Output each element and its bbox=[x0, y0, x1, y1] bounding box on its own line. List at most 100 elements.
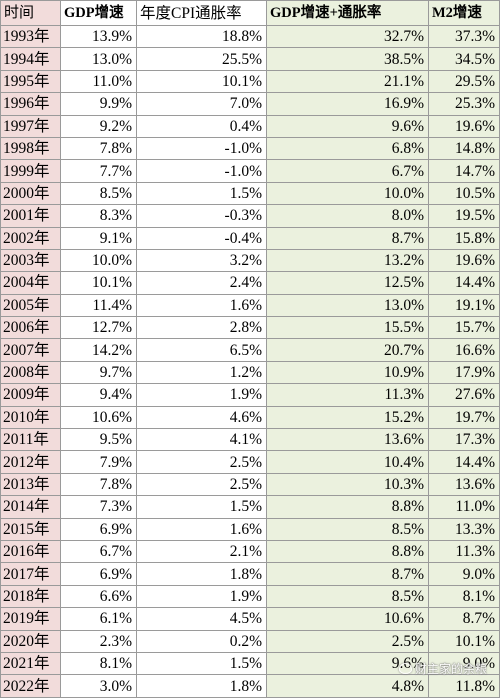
cell-gdp-growth: 9.9% bbox=[60, 92, 137, 116]
table-row: 2003年 10.0% 3.2% 13.2% 19.6% bbox=[0, 248, 500, 273]
cell-gdp-plus-inflation: 20.7% bbox=[266, 338, 429, 362]
table-body: 1993年 13.9% 18.8% 32.7% 37.3% 1994年 13.0% 25.5%… bbox=[0, 24, 500, 698]
cell-m2-growth: 25.3% bbox=[428, 92, 500, 116]
cell-cpi-inflation: -0.4% bbox=[136, 226, 267, 250]
cell-gdp-plus-inflation: 13.6% bbox=[266, 428, 429, 452]
cell-gdp-plus-inflation: 13.0% bbox=[266, 293, 429, 318]
cell-gdp-growth: 9.2% bbox=[60, 114, 137, 138]
table-row: 2001年 8.3% -0.3% 8.0% 19.5% bbox=[0, 204, 500, 228]
cell-gdp-plus-inflation: 10.9% bbox=[266, 360, 429, 385]
cell-gdp-growth: 7.9% bbox=[60, 450, 137, 474]
cell-gdp-growth: 8.5% bbox=[60, 181, 137, 206]
cell-gdp-growth: 10.6% bbox=[60, 405, 137, 430]
cell-gdp-plus-inflation: 8.5% bbox=[266, 584, 429, 609]
cell-gdp-growth: 6.7% bbox=[60, 539, 137, 564]
cell-gdp-plus-inflation: 11.3% bbox=[266, 383, 429, 407]
cell-m2-growth: 11.0% bbox=[428, 495, 500, 519]
cell-gdp-growth: 12.7% bbox=[60, 316, 137, 340]
cell-cpi-inflation: -1.0% bbox=[136, 136, 267, 161]
cell-cpi-inflation: 1.8% bbox=[136, 562, 267, 586]
cell-gdp-plus-inflation: 6.8% bbox=[266, 136, 429, 161]
cell-year: 1996年 bbox=[0, 92, 61, 116]
cell-m2-growth: 27.6% bbox=[428, 383, 500, 407]
cell-cpi-inflation: 1.2% bbox=[136, 360, 267, 385]
cell-gdp-plus-inflation: 32.7% bbox=[266, 24, 429, 49]
cell-gdp-plus-inflation: 21.1% bbox=[266, 69, 429, 94]
cell-year: 1999年 bbox=[0, 159, 61, 183]
cell-m2-growth: 19.7% bbox=[428, 405, 500, 430]
table-row: 2011年 9.5% 4.1% 13.6% 17.3% bbox=[0, 428, 500, 452]
cell-year: 2008年 bbox=[0, 360, 61, 385]
cell-year: 2016年 bbox=[0, 539, 61, 564]
cell-year: 2013年 bbox=[0, 472, 61, 497]
cell-m2-growth: 19.1% bbox=[428, 293, 500, 318]
cell-cpi-inflation: 3.2% bbox=[136, 248, 267, 273]
cell-gdp-plus-inflation: 16.9% bbox=[266, 92, 429, 116]
cell-cpi-inflation: 1.5% bbox=[136, 181, 267, 206]
table-row: 1993年 13.9% 18.8% 32.7% 37.3% bbox=[0, 24, 500, 49]
cell-m2-growth: 13.6% bbox=[428, 472, 500, 497]
cell-gdp-growth: 11.0% bbox=[60, 69, 137, 94]
cell-year: 1994年 bbox=[0, 47, 61, 71]
table-row: 2022年 3.0% 1.8% 4.8% 11.8% bbox=[0, 674, 500, 698]
table-row: 1994年 13.0% 25.5% 38.5% 34.5% bbox=[0, 47, 500, 71]
cell-gdp-plus-inflation: 38.5% bbox=[266, 47, 429, 71]
cell-gdp-growth: 3.0% bbox=[60, 674, 137, 698]
table-row: 2012年 7.9% 2.5% 10.4% 14.4% bbox=[0, 450, 500, 474]
cell-cpi-inflation: 1.6% bbox=[136, 517, 267, 541]
cell-cpi-inflation: 18.8% bbox=[136, 24, 267, 49]
cell-gdp-plus-inflation: 10.4% bbox=[266, 450, 429, 474]
cell-year: 2002年 bbox=[0, 226, 61, 250]
cell-gdp-growth: 10.0% bbox=[60, 248, 137, 273]
cell-m2-growth: 8.7% bbox=[428, 607, 500, 631]
cell-gdp-growth: 2.3% bbox=[60, 629, 137, 653]
cell-year: 2000年 bbox=[0, 181, 61, 206]
cell-gdp-plus-inflation: 9.6% bbox=[266, 114, 429, 138]
cell-year: 2001年 bbox=[0, 204, 61, 228]
cell-gdp-growth: 6.9% bbox=[60, 517, 137, 541]
cell-m2-growth: 11.8% bbox=[428, 674, 500, 698]
cell-gdp-growth: 9.7% bbox=[60, 360, 137, 385]
cell-m2-growth: 14.8% bbox=[428, 136, 500, 161]
table-row: 1998年 7.8% -1.0% 6.8% 14.8% bbox=[0, 136, 500, 161]
cell-m2-growth: 17.3% bbox=[428, 428, 500, 452]
cell-m2-growth: 14.4% bbox=[428, 271, 500, 295]
cell-cpi-inflation: 4.6% bbox=[136, 405, 267, 430]
cell-gdp-plus-inflation: 4.8% bbox=[266, 674, 429, 698]
cell-year: 2004年 bbox=[0, 271, 61, 295]
cell-m2-growth: 17.9% bbox=[428, 360, 500, 385]
cell-gdp-growth: 8.1% bbox=[60, 651, 137, 676]
cell-gdp-growth: 13.9% bbox=[60, 24, 137, 49]
cell-m2-growth: 34.5% bbox=[428, 47, 500, 71]
cell-year: 2018年 bbox=[0, 584, 61, 609]
watermark: 财主家的余粮 bbox=[398, 660, 487, 677]
cell-year: 1997年 bbox=[0, 114, 61, 138]
cell-cpi-inflation: 1.5% bbox=[136, 651, 267, 676]
cell-gdp-plus-inflation: 13.2% bbox=[266, 248, 429, 273]
header-gdp: GDP增速 bbox=[60, 0, 137, 26]
cell-cpi-inflation: -0.3% bbox=[136, 204, 267, 228]
header-m2: M2增速 bbox=[428, 0, 500, 26]
cell-m2-growth: 9.0% bbox=[428, 562, 500, 586]
cell-year: 2007年 bbox=[0, 338, 61, 362]
cell-cpi-inflation: 1.6% bbox=[136, 293, 267, 318]
cell-year: 2003年 bbox=[0, 248, 61, 273]
cell-cpi-inflation: 4.5% bbox=[136, 607, 267, 631]
table-row: 2006年 12.7% 2.8% 15.5% 15.7% bbox=[0, 316, 500, 340]
table-row: 2014年 7.3% 1.5% 8.8% 11.0% bbox=[0, 495, 500, 519]
cell-cpi-inflation: 2.4% bbox=[136, 271, 267, 295]
cell-m2-growth: 14.4% bbox=[428, 450, 500, 474]
cell-cpi-inflation: 1.8% bbox=[136, 674, 267, 698]
cell-gdp-growth: 8.3% bbox=[60, 204, 137, 228]
cell-m2-growth: 15.7% bbox=[428, 316, 500, 340]
cell-gdp-growth: 9.1% bbox=[60, 226, 137, 250]
cell-cpi-inflation: 1.9% bbox=[136, 584, 267, 609]
cell-year: 1998年 bbox=[0, 136, 61, 161]
table-row: 1997年 9.2% 0.4% 9.6% 19.6% bbox=[0, 114, 500, 138]
cell-cpi-inflation: 2.5% bbox=[136, 472, 267, 497]
cell-m2-growth: 10.1% bbox=[428, 629, 500, 653]
cell-gdp-plus-inflation: 15.2% bbox=[266, 405, 429, 430]
cell-m2-growth: 37.3% bbox=[428, 24, 500, 49]
cell-gdp-plus-inflation: 8.0% bbox=[266, 204, 429, 228]
cell-gdp-growth: 9.4% bbox=[60, 383, 137, 407]
